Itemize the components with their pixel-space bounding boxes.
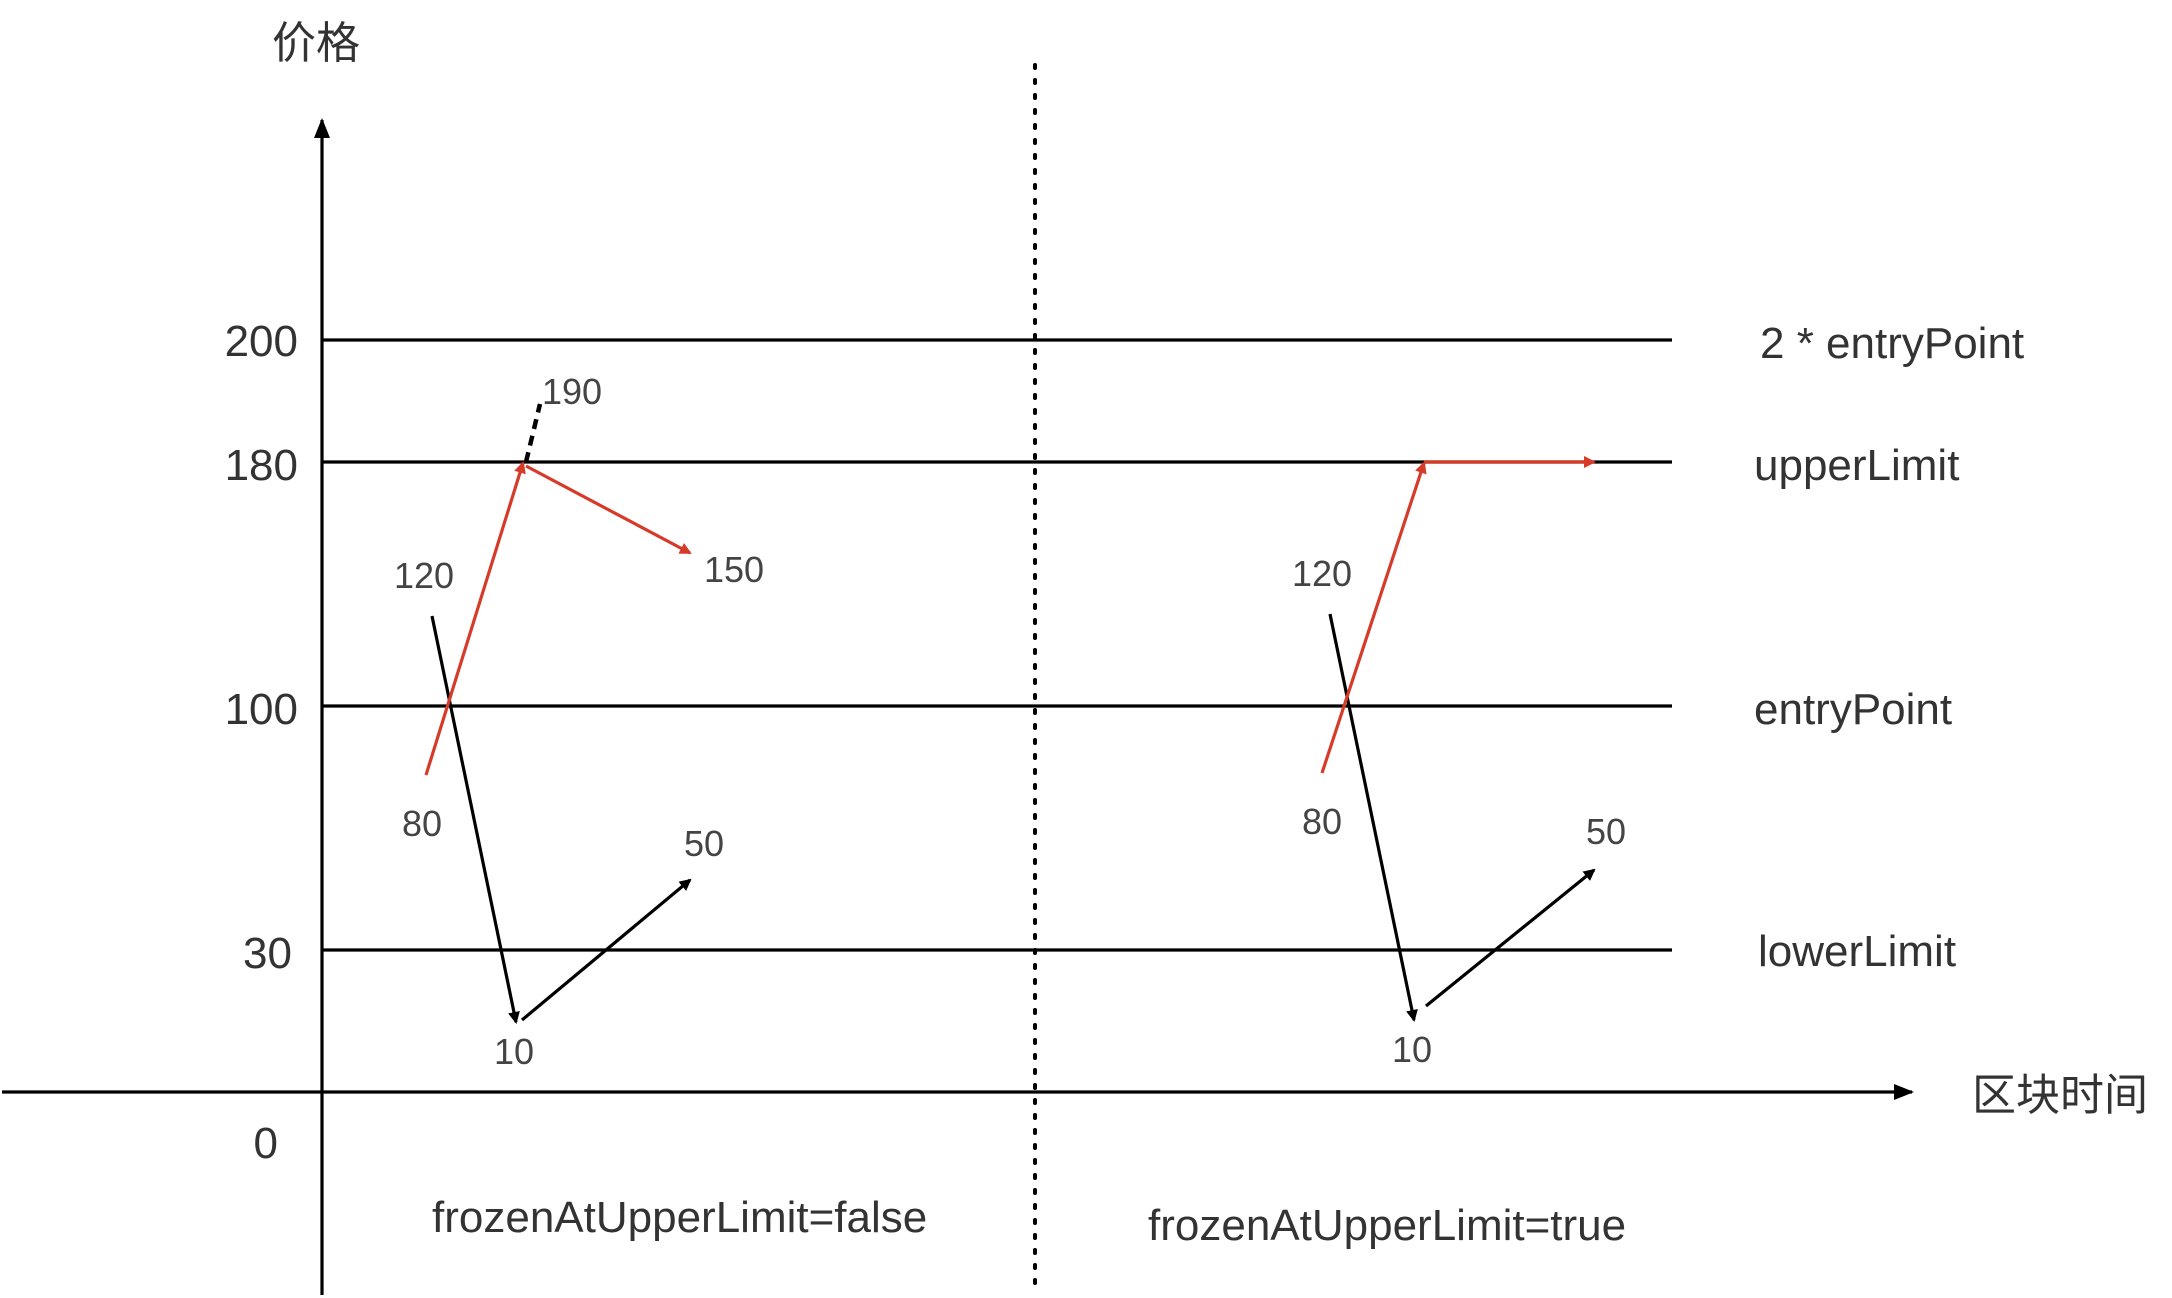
left-dashed-extension	[523, 403, 543, 463]
right-red-rise-arrow	[1320, 461, 1427, 774]
panel-right: 120 80 10 50 frozenAtUpperLimit=true	[1148, 456, 1626, 1250]
left-label-190: 190	[542, 371, 602, 412]
right-label-50: 50	[1586, 811, 1626, 852]
panel-left: 120 80 10 50 190 150 frozenAtUpperLimit=…	[394, 371, 927, 1242]
level-name-entry-point: entryPoint	[1754, 685, 1952, 734]
y-tick-100: 100	[225, 685, 298, 734]
level-name-upper-limit: upperLimit	[1754, 441, 1959, 490]
left-red-fall-arrow	[525, 464, 692, 555]
right-black-rise-arrow	[1424, 868, 1596, 1008]
left-label-50: 50	[684, 823, 724, 864]
x-axis-title: 区块时间	[1972, 1071, 2148, 1120]
right-panel-caption: frozenAtUpperLimit=true	[1148, 1201, 1626, 1250]
right-label-80: 80	[1302, 801, 1342, 842]
y-tick-30: 30	[243, 929, 292, 978]
level-name-2x-entry: 2 * entryPoint	[1760, 319, 2024, 368]
left-label-120: 120	[394, 555, 454, 596]
left-black-drop-arrow	[430, 615, 520, 1024]
left-label-10: 10	[494, 1031, 534, 1072]
y-tick-0: 0	[254, 1119, 278, 1168]
right-label-120: 120	[1292, 553, 1352, 594]
y-tick-200: 200	[225, 317, 298, 366]
left-black-rise-arrow	[520, 878, 692, 1022]
y-axis-title: 价格	[272, 19, 360, 68]
left-label-150: 150	[704, 549, 764, 590]
right-label-10: 10	[1392, 1029, 1432, 1070]
level-name-lower-limit: lowerLimit	[1758, 927, 1956, 976]
left-panel-caption: frozenAtUpperLimit=false	[432, 1193, 927, 1242]
right-black-drop-arrow	[1328, 613, 1418, 1022]
left-red-rise-arrow	[424, 461, 526, 776]
left-label-80: 80	[402, 803, 442, 844]
y-tick-180: 180	[225, 441, 298, 490]
